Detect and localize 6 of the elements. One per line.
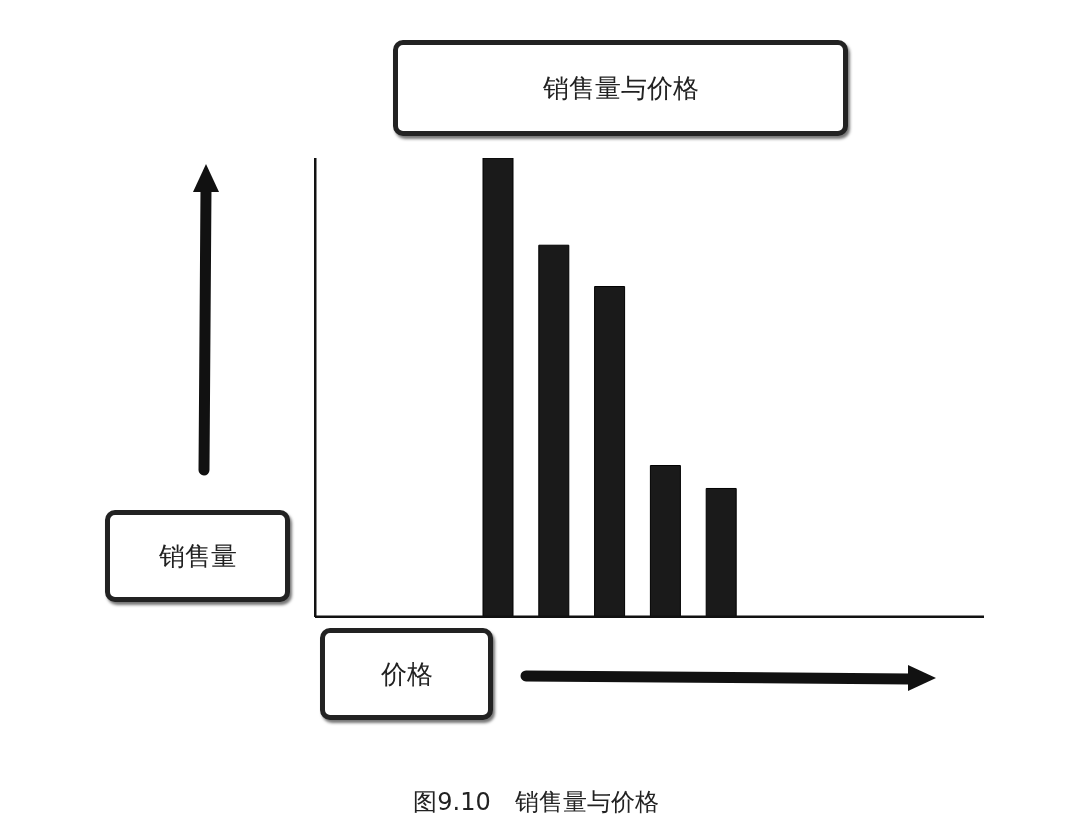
label-frame: 销售量 [105, 510, 290, 602]
label-frame: 价格 [320, 628, 493, 720]
chart-title: 销售量与价格 [542, 71, 699, 105]
x-axis-title: 价格 [380, 657, 433, 691]
caption: 图9.10 销售量与价格 [412, 787, 660, 818]
label-frame: 销售量与价格 [393, 40, 848, 136]
